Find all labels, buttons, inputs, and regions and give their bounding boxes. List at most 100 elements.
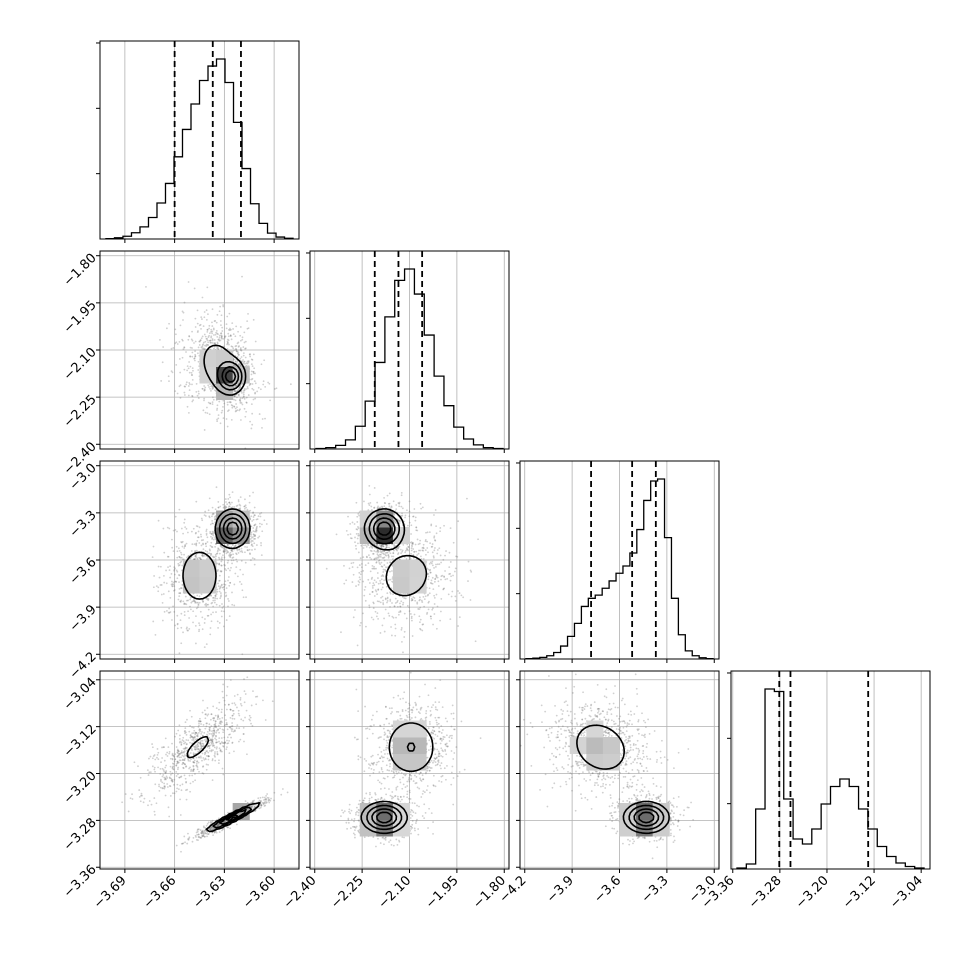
sample-point	[204, 543, 207, 545]
sample-point	[376, 612, 379, 614]
sample-point	[190, 374, 193, 376]
sample-point	[253, 367, 256, 370]
sample-point	[252, 353, 255, 356]
sample-point	[253, 524, 256, 527]
sample-point	[268, 798, 271, 801]
sample-point	[225, 587, 228, 590]
sample-point	[225, 327, 228, 330]
sample-point	[217, 506, 220, 509]
sample-point	[216, 409, 218, 411]
sample-point	[242, 726, 245, 729]
sample-point	[254, 514, 256, 517]
sample-point	[236, 504, 239, 507]
sample-point	[216, 420, 219, 423]
sample-point	[227, 328, 230, 331]
sample-point	[169, 596, 172, 599]
sample-point	[260, 804, 263, 807]
sample-point	[408, 521, 411, 524]
sample-point	[228, 553, 231, 555]
sample-point	[163, 778, 166, 781]
sample-point	[227, 811, 229, 814]
sample-point	[415, 526, 418, 529]
sample-point	[385, 547, 388, 549]
sample-point	[158, 789, 161, 792]
panel-frame	[730, 670, 931, 870]
sample-point	[202, 600, 204, 603]
sample-point	[210, 749, 213, 751]
sample-point	[226, 826, 229, 829]
sample-point	[237, 712, 240, 715]
sample-point	[222, 399, 225, 402]
sample-point	[182, 767, 185, 770]
sample-point	[218, 338, 220, 341]
sample-point	[169, 770, 172, 773]
sample-point	[397, 552, 400, 554]
sample-point	[178, 385, 181, 388]
sample-point	[229, 733, 231, 736]
sample-point	[217, 569, 219, 571]
sample-point	[232, 556, 235, 559]
sample-point	[202, 341, 205, 344]
sample-point	[127, 810, 130, 813]
sample-point	[201, 835, 204, 838]
sample-point	[203, 554, 206, 557]
sample-point	[219, 742, 222, 745]
sample-point	[174, 342, 177, 345]
sample-point	[243, 678, 245, 681]
sample-point	[171, 546, 174, 549]
sample-point	[167, 375, 170, 378]
sample-point	[141, 794, 143, 797]
sample-point	[249, 559, 252, 562]
sample-point	[196, 765, 198, 767]
sample-point	[201, 296, 204, 299]
sample-point	[220, 324, 222, 327]
sample-point	[250, 544, 253, 547]
sample-point	[190, 601, 193, 604]
sample-point	[208, 552, 211, 555]
sample-point	[226, 549, 228, 552]
sample-point	[223, 402, 226, 405]
sample-point	[208, 749, 211, 752]
sample-point	[246, 508, 249, 511]
sample-point	[214, 720, 217, 723]
sample-point	[181, 569, 183, 572]
sample-point	[400, 552, 402, 555]
sample-point	[443, 524, 445, 527]
sample-point	[175, 363, 178, 366]
sample-point	[214, 597, 217, 600]
sample-point	[216, 588, 219, 591]
sample-point	[371, 546, 373, 548]
sample-point	[164, 794, 167, 797]
sample-point	[218, 563, 221, 566]
sample-point	[242, 395, 245, 398]
sample-point	[182, 842, 185, 845]
sample-point	[192, 768, 195, 771]
sample-point	[230, 559, 233, 562]
sample-point	[199, 558, 202, 561]
sample-point	[174, 580, 177, 583]
sample-point	[200, 316, 203, 319]
sample-point	[375, 550, 378, 553]
sample-point	[189, 734, 192, 737]
sample-point	[224, 819, 227, 822]
sample-point	[204, 335, 207, 338]
sample-point	[198, 728, 201, 731]
sample-point	[426, 547, 429, 549]
sample-point	[138, 789, 141, 791]
sample-point	[200, 732, 203, 735]
sample-point	[201, 318, 203, 320]
sample-point	[377, 505, 379, 508]
sample-point	[200, 544, 203, 547]
sample-point	[222, 605, 225, 608]
sample-point	[223, 335, 226, 338]
sample-point	[192, 621, 194, 624]
sample-point	[181, 564, 184, 567]
sample-point	[224, 703, 227, 706]
sample-point	[170, 573, 173, 575]
sample-point	[209, 738, 212, 741]
sample-point	[197, 731, 200, 734]
panel-frame	[99, 670, 300, 870]
sample-point	[233, 364, 236, 367]
sample-point	[217, 823, 220, 826]
sample-point	[229, 726, 232, 729]
